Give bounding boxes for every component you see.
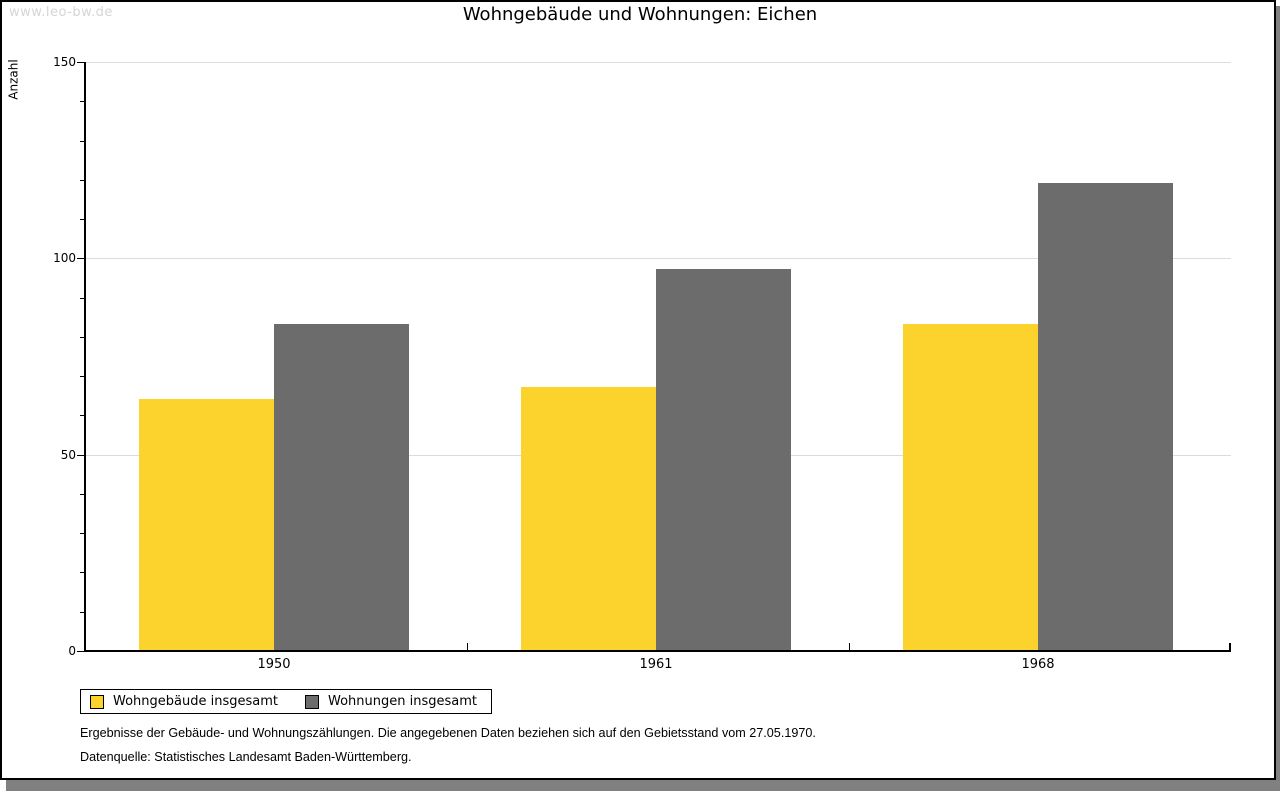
- y-minor-tick-10: [80, 612, 84, 613]
- y-major-tick-100: [77, 258, 84, 259]
- y-minor-tick-130: [80, 141, 84, 142]
- bar-series0-1968: [903, 324, 1038, 650]
- y-minor-tick-110: [80, 219, 84, 220]
- legend-item-wohnungen: Wohnungen insgesamt: [305, 694, 477, 709]
- bar-series1-1961: [656, 269, 791, 650]
- gridline-150: [86, 62, 1231, 63]
- y-major-tick-0: [77, 651, 84, 652]
- y-major-tick-50: [77, 455, 84, 456]
- x-boundary-tick-2: [849, 643, 850, 650]
- legend-swatch-wohngebaeude: [90, 694, 104, 709]
- gridline-100: [86, 258, 1231, 259]
- chart-title: Wohngebäude und Wohnungen: Eichen: [462, 4, 818, 25]
- bar-series0-1950: [139, 399, 274, 650]
- y-minor-tick-60: [80, 415, 84, 416]
- y-minor-tick-140: [80, 101, 84, 102]
- y-tick-label-50: 50: [60, 448, 76, 462]
- y-minor-tick-40: [80, 494, 84, 495]
- legend-swatch-wohnungen: [305, 694, 319, 709]
- legend-item-wohngebaeude: Wohngebäude insgesamt: [90, 694, 278, 709]
- x-boundary-tick-1: [467, 643, 468, 650]
- y-minor-tick-90: [80, 298, 84, 299]
- y-minor-tick-70: [80, 376, 84, 377]
- legend: Wohngebäude insgesamt Wohnungen insgesam…: [80, 689, 492, 714]
- footnote-line-1: Ergebnisse der Gebäude- und Wohnungszähl…: [80, 725, 816, 740]
- x-category-label-1961: 1961: [639, 657, 673, 672]
- x-category-label-1968: 1968: [1021, 657, 1055, 672]
- bar-series1-1950: [274, 324, 409, 650]
- y-minor-tick-30: [80, 533, 84, 534]
- bar-series1-1968: [1038, 183, 1173, 650]
- footnote-line-2: Datenquelle: Statistisches Landesamt Bad…: [80, 749, 412, 764]
- y-minor-tick-20: [80, 572, 84, 573]
- x-end-tick: [1229, 643, 1231, 650]
- y-tick-label-150: 150: [53, 55, 76, 69]
- y-tick-label-100: 100: [53, 251, 76, 265]
- bar-series0-1961: [521, 387, 656, 650]
- y-axis-title: Anzahl: [6, 59, 21, 100]
- watermark-text: www.leo-bw.de: [9, 5, 113, 20]
- y-tick-label-0: 0: [68, 644, 76, 658]
- frame-shadow-right: [1276, 6, 1280, 780]
- y-major-tick-150: [77, 62, 84, 63]
- legend-label-wohngebaeude: Wohngebäude insgesamt: [113, 694, 278, 709]
- y-minor-tick-120: [80, 180, 84, 181]
- legend-label-wohnungen: Wohnungen insgesamt: [328, 694, 477, 709]
- x-category-label-1950: 1950: [257, 657, 291, 672]
- y-minor-tick-80: [80, 337, 84, 338]
- y-axis-line: [84, 62, 86, 652]
- x-axis-line: [84, 650, 1231, 652]
- frame-shadow-bottom: [6, 780, 1280, 791]
